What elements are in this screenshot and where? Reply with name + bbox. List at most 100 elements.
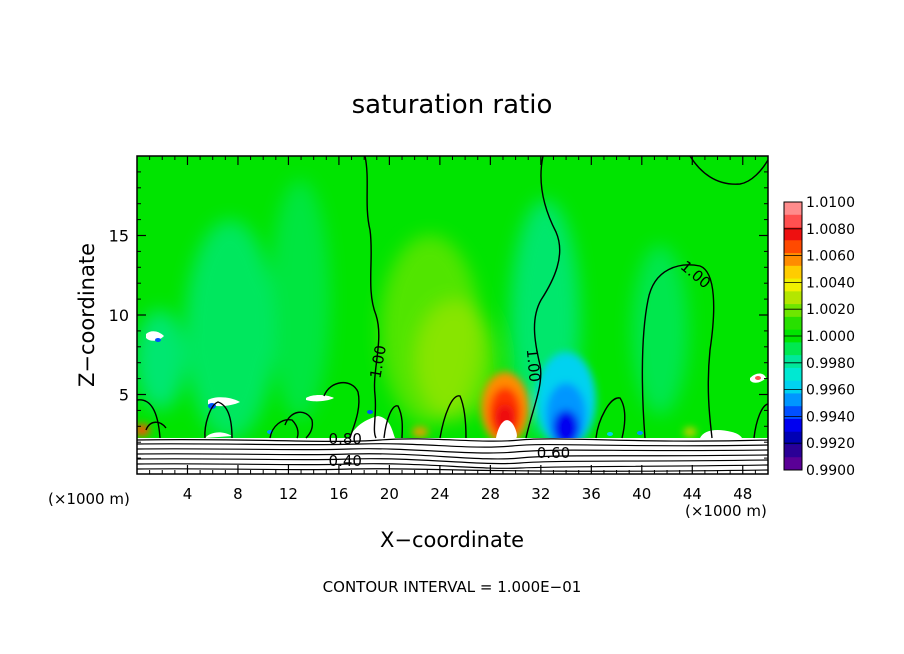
heatmap-field [137,156,768,474]
colorbar-label: 1.0060 [806,249,855,265]
contour-0.60 [137,453,768,460]
contour-1.00 [525,156,561,439]
chart-title: saturation ratio [352,90,553,120]
colorbar-swatch [784,265,802,280]
colorbar-label: 0.9960 [806,383,855,399]
contour-0.30 [137,468,768,472]
contour-1.00 [641,264,715,439]
white-patch [496,420,517,438]
colorbar-swatch [784,214,802,229]
contour-0.80 [137,443,768,448]
colorbar-swatch [784,240,802,254]
colorbar-swatch [784,316,802,331]
colorbar-swatch [784,227,802,241]
x-unit-label-right: (×1000 m) [685,502,767,520]
surface-moist-patch [684,428,696,436]
contour-interval-note: CONTOUR INTERVAL = 1.000E−01 [323,578,582,596]
x-tick-label: 48 [733,485,752,503]
colorbar-label: 0.9980 [806,356,855,372]
white-patch [700,430,742,438]
colorbar-label: 1.0080 [806,222,855,238]
speckle [367,410,373,414]
contour-1.00 [269,419,299,439]
x-tick-label: 4 [183,485,193,503]
colorbar-swatch [784,342,802,356]
y-tick-label: 15 [109,227,129,246]
x-axis-label: X−coordinate [380,528,524,552]
speckle [755,376,761,380]
subsaturated-plume [270,180,330,420]
colorbar-label: 0.9940 [806,409,855,425]
colorbar-swatch [784,291,802,305]
colorbar-label: 1.0020 [806,302,855,318]
x-tick-label: 16 [329,485,348,503]
y-axis-ticks: 5 10 15 [109,171,768,459]
colorbar-swatch [784,202,802,216]
contour-label: 0.40 [329,452,362,470]
contour-label: 0.60 [537,444,570,462]
contour-0.50 [137,458,768,465]
contour-0.90 [137,438,768,443]
colorbar-swatch [784,393,802,407]
surface-moist-patch [412,427,428,437]
colorbar-label: 1.0000 [806,329,855,345]
x-tick-label: 28 [481,485,500,503]
colorbar: 1.0100 1.0080 1.0060 1.0040 1.0020 1.0000 0.99… [783,195,855,479]
x-unit-label-left: (×1000 m) [48,490,130,508]
speckle [155,338,161,342]
y-tick-label: 5 [119,386,129,405]
colorbar-swatch [784,304,802,318]
contour-label: 1.00 [366,344,390,380]
contour-1.00 [439,395,467,439]
y-tick-label: 10 [109,306,129,325]
x-tick-label: 36 [582,485,601,503]
x-axis-ticks: 4 8 12 16 20 24 28 32 36 40 44 48 [149,156,756,503]
contour-1.00 [323,382,360,439]
colorbar-swatch [784,431,802,445]
contour-1.00 [145,421,167,431]
colorbar-swatch [784,444,802,458]
speckle [637,431,643,435]
contour-1.00 [689,156,768,185]
contour-label: 1.00 [523,348,544,383]
contour-1.00 [364,156,380,439]
white-patch [205,432,232,438]
colorbar-swatch [784,380,802,394]
x-tick-label: 44 [683,485,702,503]
x-tick-label: 40 [632,485,651,503]
colorbar-swatch [784,406,802,420]
contour-lines [137,156,768,439]
x-tick-label: 24 [430,485,449,503]
colorbar-label: 0.9920 [806,436,855,452]
colorbar-swatch [784,367,802,382]
contour-1.00 [284,411,314,439]
contour-1.00 [595,397,626,439]
colorbar-label: 1.0040 [806,275,855,291]
lower-contour-stack [137,438,768,472]
white-patch [306,395,334,402]
x-tick-label: 12 [279,485,298,503]
colorbar-swatch [784,418,802,433]
contour-1.00 [137,399,161,439]
x-tick-label: 20 [380,485,399,503]
contour-1.00 [753,403,768,439]
subsaturated-plume [632,245,688,415]
contour-0.40 [137,463,768,469]
x-tick-label: 8 [233,485,243,503]
x-tick-label: 32 [531,485,550,503]
white-patch [350,416,395,438]
colorbar-label: 0.9900 [806,463,855,479]
dry-core-inner [553,410,579,446]
contour-label: 0.80 [329,430,362,448]
supersaturated-region [415,300,495,420]
colorbar-label: 1.0100 [806,195,855,211]
colorbar-swatch [784,355,802,369]
contour-0.70 [137,448,768,454]
colorbar-swatch [784,278,802,292]
speckle [607,432,613,436]
contour-1.00 [383,405,404,439]
contour-1.00 [204,401,233,439]
y-axis-label: Z−coordinate [75,243,99,387]
subsaturated-plume [185,220,275,440]
